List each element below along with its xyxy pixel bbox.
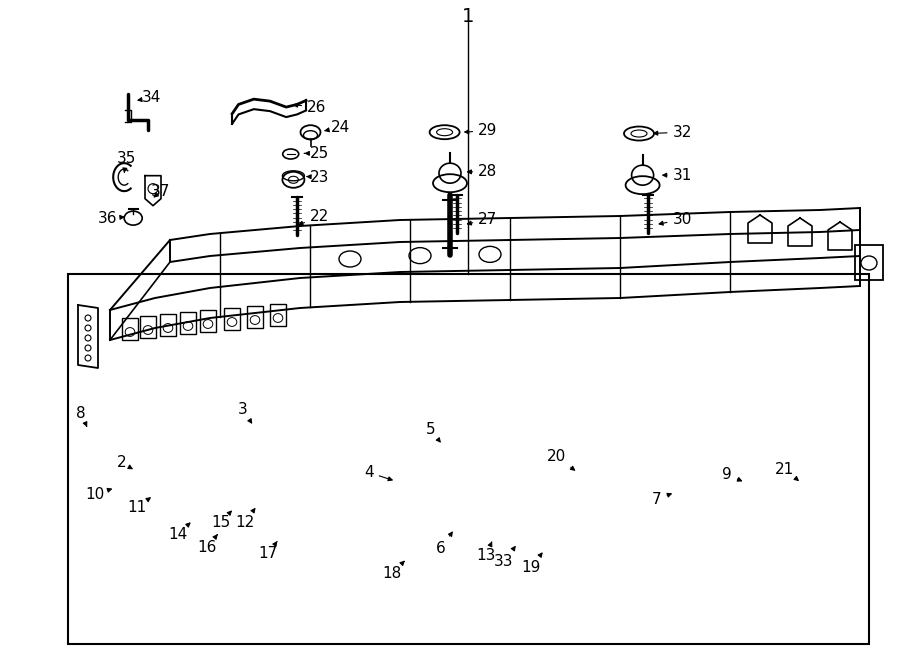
Text: 32: 32	[653, 125, 692, 139]
Text: 27: 27	[467, 212, 498, 227]
Text: 6: 6	[436, 532, 452, 556]
Bar	[200, 310, 216, 332]
Text: 34: 34	[138, 91, 161, 105]
Text: 31: 31	[662, 168, 692, 182]
Text: 15: 15	[211, 511, 231, 529]
Text: 2: 2	[117, 455, 132, 470]
Text: 16: 16	[197, 535, 217, 555]
Text: 1: 1	[462, 7, 474, 26]
Bar	[68, 274, 868, 644]
Text: 20: 20	[546, 449, 574, 470]
Bar	[180, 312, 196, 334]
Text: 26: 26	[293, 100, 327, 114]
Text: 23: 23	[307, 170, 329, 184]
Text: 8: 8	[76, 406, 86, 426]
Text: 28: 28	[467, 165, 498, 179]
Text: 21: 21	[775, 462, 798, 481]
Bar	[247, 306, 263, 328]
Text: 12: 12	[235, 509, 255, 529]
Bar	[122, 318, 138, 340]
Text: 4: 4	[364, 465, 392, 481]
Text: 33: 33	[494, 547, 515, 569]
Text: 22: 22	[299, 210, 329, 225]
Text: 18: 18	[382, 561, 404, 581]
Text: 29: 29	[464, 124, 498, 138]
Text: 14: 14	[168, 523, 190, 541]
Text: 19: 19	[521, 553, 542, 574]
Text: 36: 36	[98, 211, 124, 225]
Text: 3: 3	[238, 403, 252, 423]
Bar	[270, 304, 286, 326]
Text: 30: 30	[659, 212, 692, 227]
Bar	[140, 316, 156, 338]
Text: 7: 7	[652, 492, 671, 506]
Text: 11: 11	[127, 498, 150, 515]
Text: 5: 5	[426, 422, 440, 442]
Bar	[855, 245, 883, 280]
Text: 37: 37	[150, 184, 170, 199]
Text: 17: 17	[258, 541, 278, 561]
Text: 24: 24	[325, 120, 350, 135]
Text: 25: 25	[304, 146, 329, 161]
Bar	[224, 308, 240, 330]
Text: 9: 9	[723, 467, 742, 482]
Text: 35: 35	[116, 151, 136, 172]
Text: 13: 13	[476, 542, 496, 563]
Bar	[160, 314, 176, 336]
Text: 10: 10	[85, 487, 112, 502]
